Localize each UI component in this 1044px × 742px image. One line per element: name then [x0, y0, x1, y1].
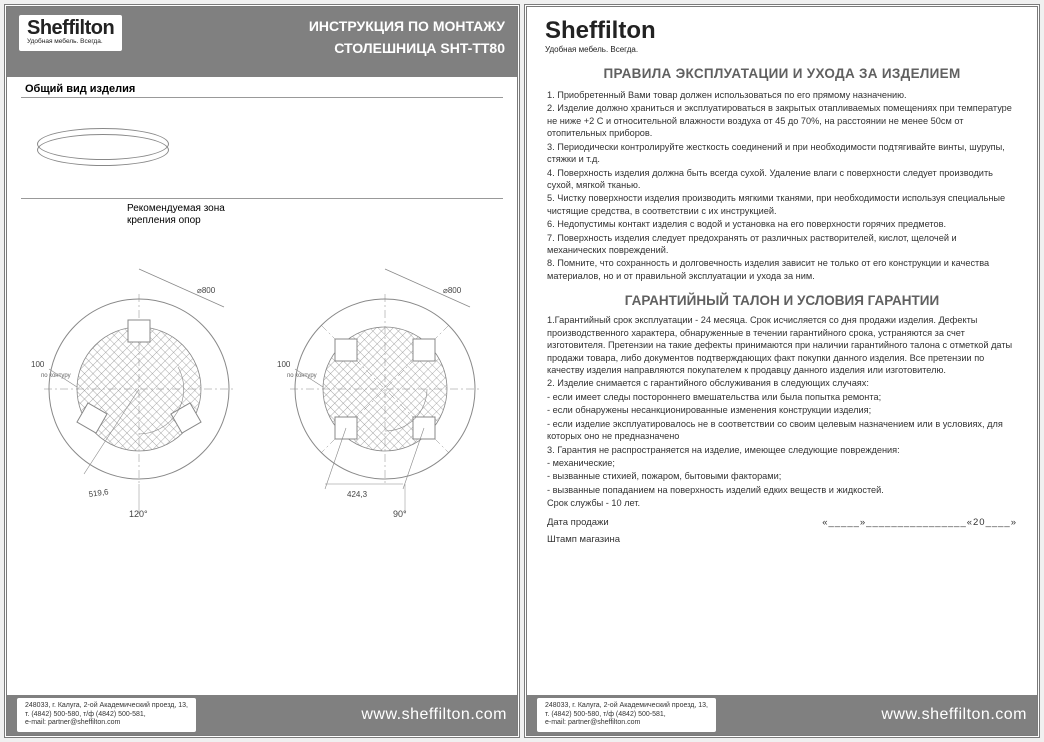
page-left: Sheffilton Удобная мебель. Всегда. ИНСТР… [4, 4, 520, 738]
warranty-item: - механические; [547, 457, 1017, 469]
brand-logo: Sheffilton [27, 17, 114, 40]
date-stamp-block: Дата продажи «_____»________________«20_… [527, 511, 1037, 545]
rules-body: 1. Приобретенный Вами товар должен испол… [527, 89, 1037, 283]
rule-item: 3. Периодически контролируйте жесткость … [547, 141, 1017, 166]
svg-text:по контуру: по контуру [41, 373, 71, 379]
footer-contact: 248033, г. Калуга, 2-ой Академический пр… [17, 698, 196, 731]
warranty-item: 1.Гарантийный срок эксплуатации - 24 мес… [547, 314, 1017, 376]
svg-text:по контуру: по контуру [287, 373, 317, 379]
warranty-item: - если имеет следы постороннего вмешател… [547, 391, 1017, 403]
brand-tagline: Удобная мебель. Всегда. [545, 45, 1021, 54]
rule-item: 2. Изделие должно храниться и эксплуатир… [547, 102, 1017, 139]
svg-text:519,6: 519,6 [88, 487, 110, 499]
date-blanks: «_____»________________«20____» [822, 517, 1017, 528]
footer-url: www.sheffilton.com [361, 706, 507, 724]
header-line1: ИНСТРУКЦИЯ ПО МОНТАЖУ [122, 15, 505, 37]
diagram-3-legs: ⌀800 100 [29, 259, 249, 539]
warranty-item: - вызванные стихией, пожаром, бытовыми ф… [547, 470, 1017, 482]
warranty-item: Срок службы - 10 лет. [547, 497, 1017, 509]
date-label: Дата продажи [547, 517, 609, 528]
section-general-view: Общий вид изделия [7, 77, 517, 97]
diagram-4-legs: ⌀800 100 [275, 259, 495, 539]
logo-box: Sheffilton Удобная мебель. Всегда. [19, 15, 122, 51]
rule-item: 4. Поверхность изделия должна быть всегд… [547, 167, 1017, 192]
svg-text:100: 100 [31, 360, 45, 369]
zone-label: Рекомендуемая зона крепления опор [127, 203, 225, 227]
warranty-item: 3. Гарантия не распространяется на издел… [547, 444, 1017, 456]
tabletop-ellipse-icon [37, 128, 167, 168]
rule-item: 7. Поверхность изделия следует предохран… [547, 232, 1017, 257]
page-right: Sheffilton Удобная мебель. Всегда. ПРАВИ… [524, 4, 1040, 738]
rule-item: 5. Чистку поверхности изделия производит… [547, 192, 1017, 217]
right-header: Sheffilton Удобная мебель. Всегда. [527, 7, 1037, 58]
svg-text:⌀800: ⌀800 [197, 286, 216, 295]
svg-text:100: 100 [277, 360, 291, 369]
warranty-item: 2. Изделие снимается с гарантийного обсл… [547, 377, 1017, 389]
product-view [7, 98, 517, 198]
svg-text:120°: 120° [129, 509, 148, 519]
date-line: Дата продажи «_____»________________«20_… [547, 517, 1017, 528]
left-header: Sheffilton Удобная мебель. Всегда. ИНСТР… [7, 7, 517, 77]
rules-title: ПРАВИЛА ЭКСПЛУАТАЦИИ И УХОДА ЗА ИЗДЕЛИЕМ [527, 66, 1037, 81]
footer-url: www.sheffilton.com [881, 706, 1027, 724]
diagrams-row: ⌀800 100 [21, 259, 503, 539]
stamp-label: Штамп магазина [547, 534, 1017, 545]
left-footer: 248033, г. Калуга, 2-ой Академический пр… [7, 695, 517, 735]
brand-tagline: Удобная мебель. Всегда. [27, 38, 114, 45]
svg-text:424,3: 424,3 [347, 490, 368, 499]
header-line2: СТОЛЕШНИЦА SHT-TT80 [122, 37, 505, 59]
rule-item: 8. Помните, что сохранность и долговечно… [547, 257, 1017, 282]
rule-item: 6. Недопустимы контакт изделия с водой и… [547, 218, 1017, 230]
footer-contact: 248033, г. Калуга, 2-ой Академический пр… [537, 698, 716, 731]
warranty-body: 1.Гарантийный срок эксплуатации - 24 мес… [527, 314, 1037, 510]
warranty-item: - вызванные попаданием на поверхность из… [547, 484, 1017, 496]
warranty-item: - если обнаружены несанкционированные из… [547, 404, 1017, 416]
header-titles: ИНСТРУКЦИЯ ПО МОНТАЖУ СТОЛЕШНИЦА SHT-TT8… [122, 15, 505, 60]
diagram-zone: Рекомендуемая зона крепления опор [7, 199, 517, 695]
svg-text:⌀800: ⌀800 [443, 286, 462, 295]
warranty-title: ГАРАНТИЙНЫЙ ТАЛОН И УСЛОВИЯ ГАРАНТИИ [527, 293, 1037, 308]
right-footer: 248033, г. Калуга, 2-ой Академический пр… [527, 695, 1037, 735]
rule-item: 1. Приобретенный Вами товар должен испол… [547, 89, 1017, 101]
warranty-item: - если изделие эксплуатировалось не в со… [547, 418, 1017, 443]
brand-logo: Sheffilton [545, 17, 1021, 45]
document-container: Sheffilton Удобная мебель. Всегда. ИНСТР… [4, 4, 1040, 738]
